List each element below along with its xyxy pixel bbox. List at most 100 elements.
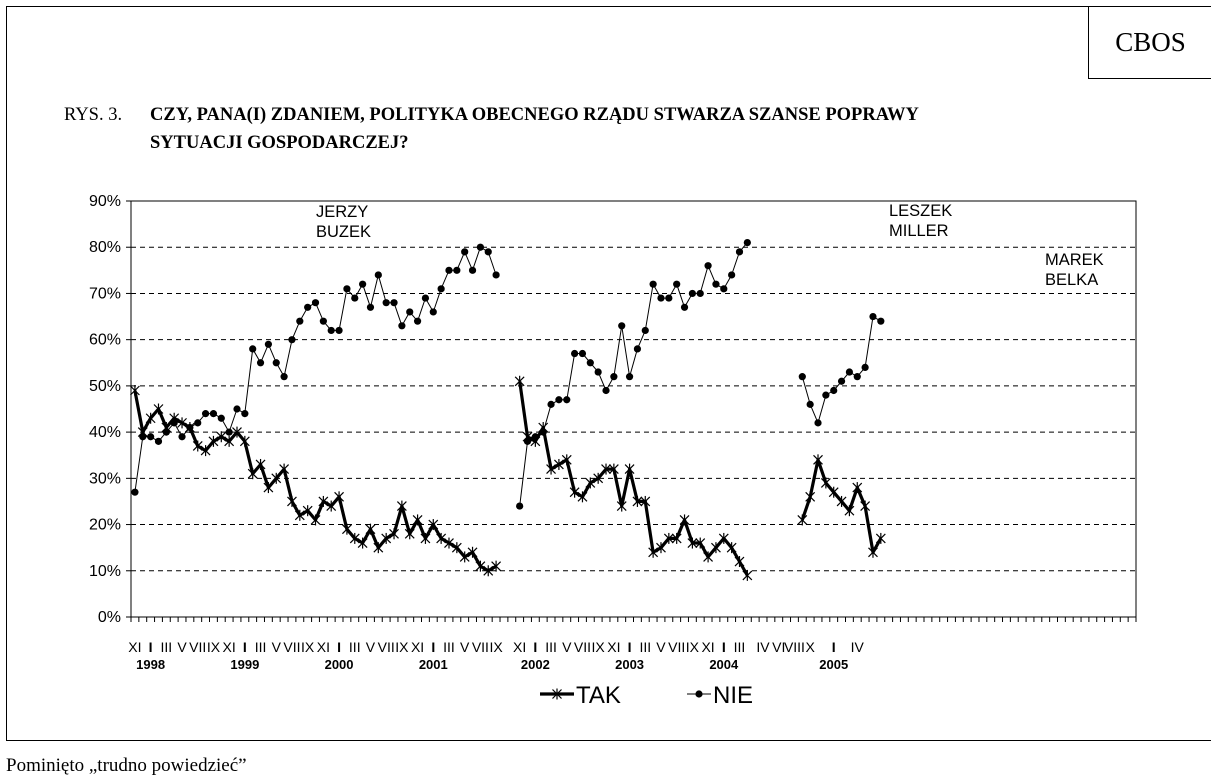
month-label: VI bbox=[772, 639, 785, 655]
tak-marker bbox=[287, 495, 297, 507]
tak-marker bbox=[412, 514, 423, 526]
month-label: IX bbox=[489, 639, 503, 655]
tak-marker bbox=[130, 385, 140, 397]
nie-marker bbox=[249, 345, 257, 353]
nie-marker bbox=[327, 326, 335, 335]
tak-marker bbox=[546, 463, 556, 475]
tak-marker bbox=[687, 537, 698, 549]
tak-marker bbox=[349, 532, 360, 544]
nie-marker bbox=[476, 243, 484, 251]
nie-marker bbox=[649, 280, 657, 288]
nie-marker bbox=[837, 377, 846, 385]
month-label: V bbox=[562, 639, 572, 655]
figure-label: RYS. 3. bbox=[64, 105, 123, 125]
month-label: XI bbox=[317, 639, 330, 655]
nie-marker bbox=[531, 433, 539, 441]
nie-marker bbox=[225, 428, 233, 436]
tak-marker bbox=[232, 426, 242, 438]
nie-marker bbox=[461, 248, 469, 256]
legend-label-nie: NIE bbox=[713, 682, 753, 709]
nie-marker bbox=[421, 294, 430, 302]
month-label: III bbox=[545, 639, 557, 655]
tak-marker bbox=[663, 532, 674, 544]
month-label: IX bbox=[686, 639, 700, 655]
nie-marker bbox=[712, 280, 720, 288]
nie-marker bbox=[641, 326, 649, 335]
series-line-tak bbox=[518, 381, 749, 577]
tak-marker bbox=[820, 477, 831, 489]
tak-marker bbox=[813, 454, 823, 466]
tak-marker bbox=[310, 514, 321, 526]
nie-marker bbox=[563, 396, 571, 404]
tak-marker bbox=[656, 542, 666, 554]
nie-marker bbox=[201, 410, 210, 418]
month-label: III bbox=[160, 639, 172, 655]
nie-marker bbox=[492, 271, 500, 279]
nie-marker bbox=[877, 317, 885, 325]
nie-marker bbox=[343, 285, 351, 293]
tak-marker bbox=[679, 514, 690, 526]
tak-marker bbox=[695, 537, 706, 549]
tak-marker bbox=[852, 482, 863, 494]
month-label: IX bbox=[592, 639, 606, 655]
tak-marker bbox=[868, 546, 878, 558]
tak-marker bbox=[742, 569, 753, 581]
month-label: V bbox=[656, 639, 666, 655]
y-tick-label: 10% bbox=[89, 563, 121, 580]
year-label: 1998 bbox=[136, 657, 165, 672]
y-tick-label: 30% bbox=[89, 470, 121, 487]
tak-marker bbox=[302, 505, 313, 517]
month-label: VII bbox=[472, 639, 489, 655]
nie-marker bbox=[382, 299, 390, 307]
month-label: XI bbox=[701, 639, 714, 655]
tak-marker bbox=[294, 509, 305, 521]
tak-marker bbox=[177, 417, 187, 429]
tak-marker bbox=[357, 537, 368, 549]
nie-marker bbox=[147, 433, 155, 441]
tak-marker bbox=[467, 546, 478, 558]
nie-marker bbox=[374, 271, 382, 279]
tak-marker bbox=[420, 532, 431, 544]
plot-area bbox=[130, 200, 1137, 618]
month-label: I bbox=[628, 639, 632, 655]
y-tick-label: 0% bbox=[98, 609, 121, 626]
tak-marker bbox=[703, 551, 714, 563]
tak-marker bbox=[875, 532, 886, 544]
month-label: III bbox=[639, 639, 651, 655]
tak-marker bbox=[585, 477, 596, 489]
nie-marker bbox=[688, 289, 696, 298]
month-label: V bbox=[460, 639, 470, 655]
legend-marker-tak bbox=[552, 688, 562, 700]
month-label: XI bbox=[607, 639, 620, 655]
nie-marker bbox=[319, 317, 327, 325]
month-label: XI bbox=[223, 639, 236, 655]
title-line-2: SYTUACJI GOSPODARCZEJ? bbox=[150, 133, 409, 153]
month-label: VII bbox=[668, 639, 685, 655]
month-label: III bbox=[443, 639, 455, 655]
annotation-label: MILLER bbox=[889, 222, 949, 240]
tak-marker bbox=[200, 445, 211, 457]
tak-marker bbox=[247, 468, 258, 480]
nie-marker bbox=[468, 266, 477, 274]
nie-marker bbox=[633, 345, 642, 353]
month-label: IX bbox=[301, 639, 315, 655]
nie-marker bbox=[217, 414, 225, 422]
nie-marker bbox=[162, 428, 170, 436]
nie-marker bbox=[398, 322, 406, 330]
tak-marker bbox=[616, 500, 627, 512]
nie-marker bbox=[256, 359, 265, 367]
year-label: 2005 bbox=[819, 657, 848, 672]
y-tick-label: 70% bbox=[89, 285, 121, 302]
nie-marker bbox=[523, 437, 532, 445]
year-label: 2003 bbox=[615, 657, 644, 672]
month-label: VIII bbox=[784, 639, 805, 655]
nie-marker bbox=[186, 423, 194, 432]
annotation-label: JERZY bbox=[316, 203, 368, 221]
year-label: 1999 bbox=[230, 657, 259, 672]
tak-marker bbox=[444, 537, 454, 549]
nie-marker bbox=[264, 340, 273, 348]
tak-marker bbox=[632, 495, 643, 507]
year-label: 2004 bbox=[709, 657, 739, 672]
month-label: III bbox=[734, 639, 746, 655]
nie-marker bbox=[154, 437, 163, 445]
